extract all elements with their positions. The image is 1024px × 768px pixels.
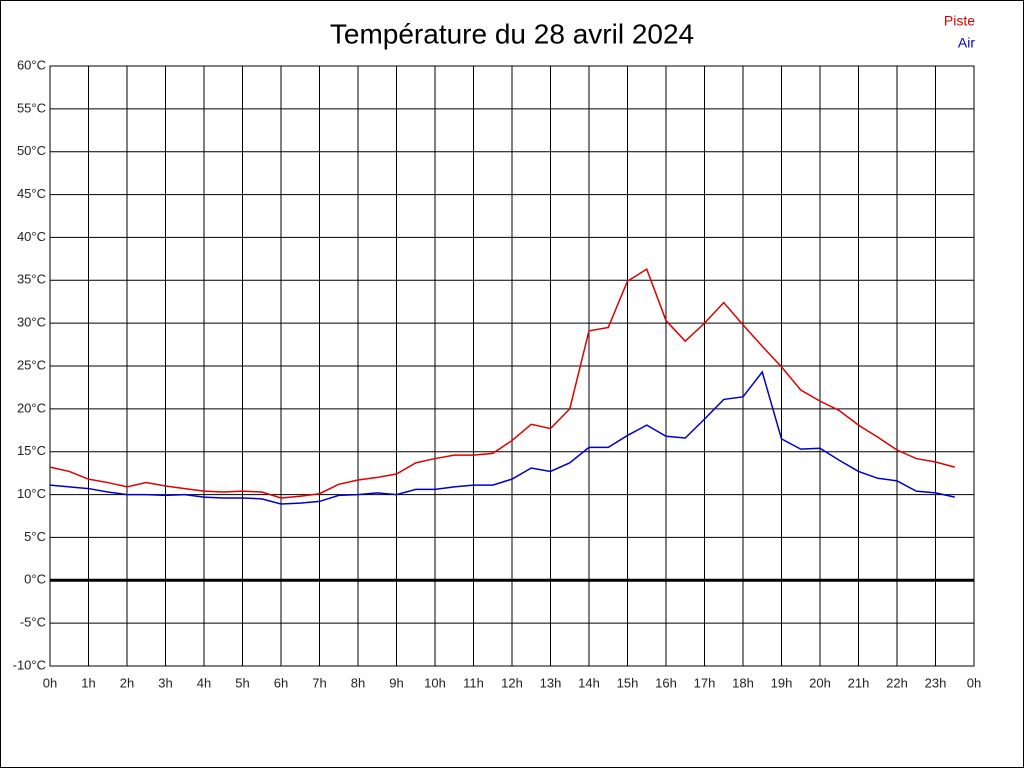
legend-entry: Air <box>958 35 975 51</box>
x-tick-label: 13h <box>540 675 562 690</box>
y-tick-label: 30°C <box>17 315 46 330</box>
x-tick-label: 9h <box>389 675 403 690</box>
y-tick-label: 50°C <box>17 143 46 158</box>
y-tick-label: 20°C <box>17 400 46 415</box>
y-tick-label: -5°C <box>20 615 46 630</box>
y-tick-label: 25°C <box>17 357 46 372</box>
x-tick-label: 20h <box>809 675 831 690</box>
x-tick-label: 1h <box>81 675 95 690</box>
x-tick-label: 6h <box>274 675 288 690</box>
chart-title: Température du 28 avril 2024 <box>330 18 694 49</box>
y-tick-label: 10°C <box>17 486 46 501</box>
x-tick-label: 23h <box>925 675 947 690</box>
y-tick-label: 55°C <box>17 100 46 115</box>
x-tick-label: 5h <box>235 675 249 690</box>
x-tick-label: 19h <box>771 675 793 690</box>
y-tick-label: -10°C <box>13 657 46 672</box>
series-line <box>49 370 955 505</box>
x-tick-label: 7h <box>312 675 326 690</box>
x-tick-label: 8h <box>351 675 365 690</box>
y-tick-label: 15°C <box>17 443 46 458</box>
x-tick-label: 14h <box>578 675 600 690</box>
y-tick-label: 0°C <box>24 572 46 587</box>
x-tick-label: 0h <box>43 675 57 690</box>
y-tick-label: 35°C <box>17 272 46 287</box>
y-tick-label: 60°C <box>17 57 46 72</box>
x-tick-label: 4h <box>197 675 211 690</box>
series-line <box>49 268 955 499</box>
x-tick-label: 17h <box>694 675 716 690</box>
legend-entry: Piste <box>944 13 975 29</box>
x-tick-label: 16h <box>655 675 677 690</box>
y-tick-label: 40°C <box>17 229 46 244</box>
x-tick-label: 18h <box>732 675 754 690</box>
y-tick-label: 45°C <box>17 186 46 201</box>
x-tick-label: 3h <box>158 675 172 690</box>
x-tick-label: 21h <box>848 675 870 690</box>
x-tick-label: 10h <box>424 675 446 690</box>
x-tick-label: 11h <box>463 675 484 690</box>
x-tick-label: 22h <box>886 675 908 690</box>
x-tick-label: 15h <box>617 675 639 690</box>
x-tick-label: 12h <box>501 675 523 690</box>
y-tick-label: 5°C <box>24 529 46 544</box>
x-tick-label: 2h <box>120 675 134 690</box>
x-tick-label: 0h <box>967 675 981 690</box>
